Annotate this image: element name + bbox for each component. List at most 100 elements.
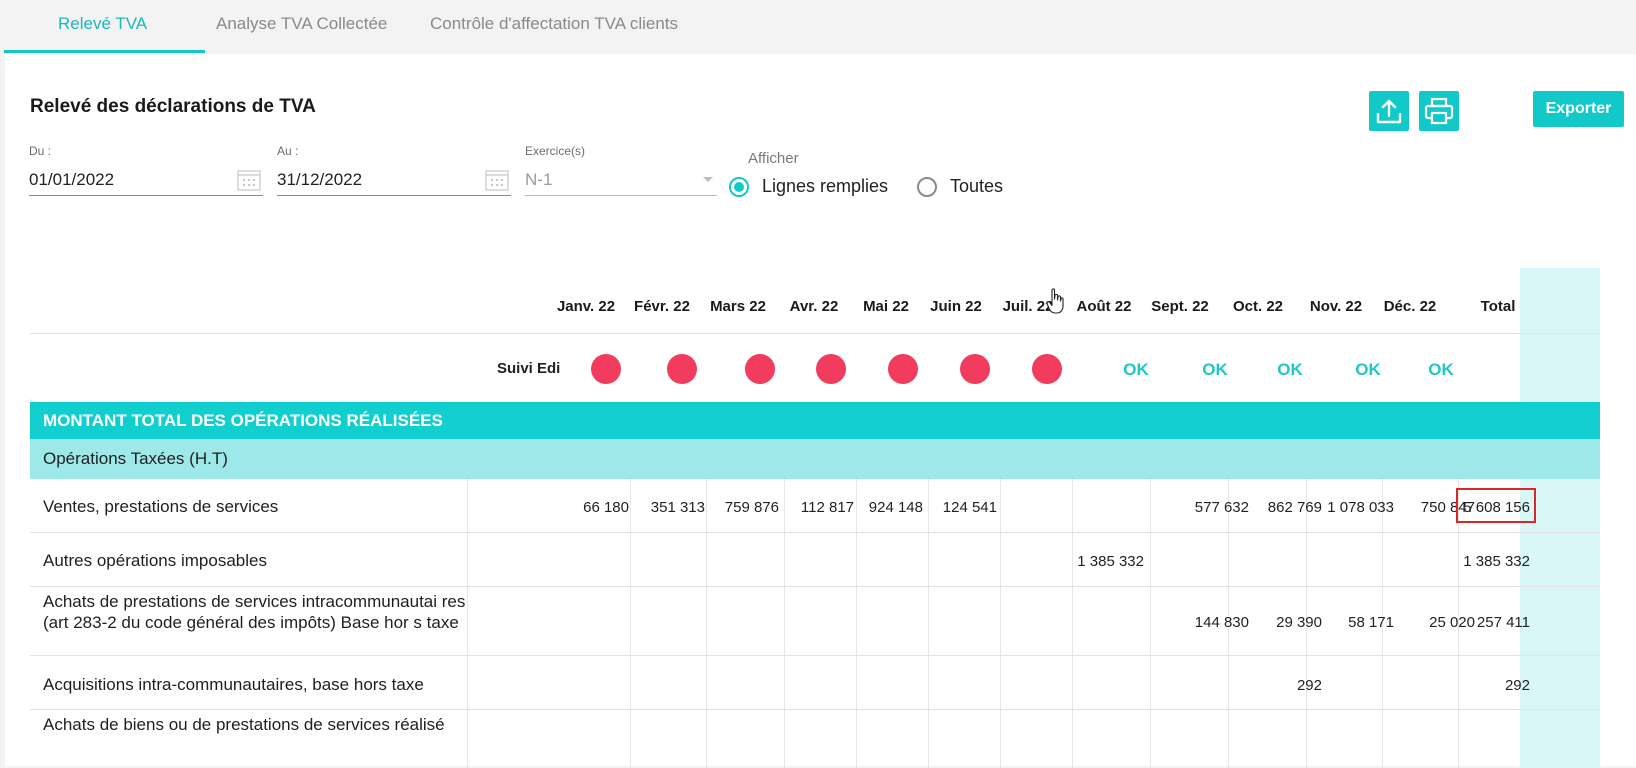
col-divider <box>1000 479 1001 768</box>
edi-error-indicator <box>667 354 697 384</box>
table-cell: 862 769 <box>1267 499 1322 516</box>
exercice-select[interactable]: N-1 <box>525 164 717 196</box>
divider <box>30 709 1600 710</box>
table-cell: 924 148 <box>868 499 923 516</box>
col-divider <box>856 479 857 768</box>
calendar-icon[interactable] <box>485 169 509 191</box>
edi-error-indicator <box>888 354 918 384</box>
export-button[interactable]: Exporter <box>1533 91 1624 127</box>
col-header-total: Total <box>1480 298 1516 315</box>
tab-analyse-tva-collectee[interactable]: Analyse TVA Collectée <box>216 14 388 33</box>
col-divider <box>1072 479 1073 768</box>
date-to-value: 31/12/2022 <box>277 169 363 189</box>
exercice-field: Exercice(s) N-1 <box>525 144 717 196</box>
date-from-label: Du : <box>29 144 52 158</box>
table-cell: 25 020 <box>1429 614 1475 631</box>
col-header: Nov. 22 <box>1309 298 1363 315</box>
upload-button[interactable] <box>1369 91 1409 131</box>
date-to-field: Au : 31/12/2022 <box>277 144 511 196</box>
table-cell-total: 257 411 <box>1476 614 1530 631</box>
radio-toutes[interactable]: Toutes <box>917 176 1003 197</box>
col-header: Janv. 22 <box>556 298 616 315</box>
table-cell-total: 1 385 332 <box>1463 553 1530 570</box>
table-cell: 58 171 <box>1348 614 1394 631</box>
col-header: Févr. 22 <box>634 298 690 315</box>
col-header: Sept. 22 <box>1151 298 1209 315</box>
row-label: Autres opérations imposables <box>43 551 267 570</box>
row-label: Achats de biens ou de prestations de ser… <box>43 715 445 734</box>
radio-toutes-label: Toutes <box>950 176 1004 196</box>
print-button[interactable] <box>1419 91 1459 131</box>
table-cell: 124 541 <box>942 499 997 516</box>
col-header: Juin 22 <box>930 298 982 315</box>
exercice-value: N-1 <box>525 169 553 189</box>
table-cell-total: 292 <box>1504 677 1530 694</box>
subsection-header: Opérations Taxées (H.T) <box>30 439 1600 479</box>
col-header: Mai 22 <box>863 298 909 315</box>
calendar-icon[interactable] <box>237 169 261 191</box>
active-tab-indicator <box>4 50 205 53</box>
edi-error-indicator <box>960 354 990 384</box>
table-cell: 351 313 <box>650 499 705 516</box>
printer-icon <box>1424 97 1454 125</box>
table-cell: 1 385 332 <box>1077 553 1144 570</box>
col-divider <box>1382 479 1383 768</box>
table-cell: 577 632 <box>1194 499 1249 516</box>
exercice-label: Exercice(s) <box>525 144 586 158</box>
col-header: Juil. 22 <box>1002 298 1054 315</box>
divider <box>30 333 1600 334</box>
date-to-label: Au : <box>277 144 299 158</box>
section-header: MONTANT TOTAL DES OPÉRATIONS RÉALISÉES <box>30 402 1600 439</box>
row-label: Achats de prestations de services intrac… <box>43 592 466 632</box>
col-header: Oct. 22 <box>1232 298 1284 315</box>
col-divider <box>784 479 785 768</box>
page-title: Relevé des déclarations de TVA <box>30 96 316 117</box>
col-header: Mars 22 <box>710 298 766 315</box>
edi-ok-status: OK <box>1123 360 1149 379</box>
table-cell: 292 <box>1296 677 1322 694</box>
table-cell: 759 876 <box>724 499 779 516</box>
col-header: Déc. 22 <box>1383 298 1437 315</box>
edi-ok-status: OK <box>1355 360 1381 379</box>
table-cell: 112 817 <box>800 499 854 516</box>
table-cell: 29 390 <box>1276 614 1322 631</box>
col-divider <box>1458 479 1459 768</box>
edi-ok-status: OK <box>1277 360 1303 379</box>
afficher-label: Afficher <box>748 150 799 167</box>
col-header: Août 22 <box>1076 298 1132 315</box>
row-label: Acquisitions intra-communautaires, base … <box>43 675 424 694</box>
radio-checked-icon <box>729 176 749 197</box>
divider <box>30 532 1600 533</box>
tab-releve-tva[interactable]: Relevé TVA <box>58 14 148 33</box>
divider <box>30 586 1600 587</box>
col-divider <box>630 479 631 768</box>
table-cell: 750 847 <box>1420 499 1475 516</box>
total-column-background <box>1520 268 1600 768</box>
col-divider <box>1150 479 1151 768</box>
tab-controle-affectation[interactable]: Contrôle d'affectation TVA clients <box>430 14 679 33</box>
highlight-box <box>1456 488 1536 523</box>
date-to-input[interactable]: 31/12/2022 <box>277 164 511 196</box>
edi-error-indicator <box>1032 354 1062 384</box>
radio-unchecked-icon <box>917 176 937 197</box>
edi-error-indicator <box>591 354 621 384</box>
col-divider <box>1306 479 1307 768</box>
table-cell: 1 078 033 <box>1327 499 1394 516</box>
radio-lignes-remplies[interactable]: Lignes remplies <box>729 176 888 197</box>
date-from-field: Du : 01/01/2022 <box>29 144 263 196</box>
edi-ok-status: OK <box>1202 360 1228 379</box>
vat-table: Janv. 22 Févr. 22 Mars 22 Avr. 22 Mai 22… <box>30 268 1605 768</box>
col-divider <box>1228 479 1229 768</box>
suivi-edi-label: Suivi Edi <box>497 360 561 377</box>
edi-error-indicator <box>816 354 846 384</box>
table-cell: 144 830 <box>1194 614 1249 631</box>
upload-icon <box>1376 99 1402 124</box>
main-card: Relevé des déclarations de TVA Exporter … <box>5 54 1636 768</box>
table-cell-total: 5 608 156 <box>1463 499 1530 516</box>
date-from-input[interactable]: 01/01/2022 <box>29 164 263 196</box>
tab-bar: Relevé TVA Analyse TVA Collectée Contrôl… <box>0 0 1636 54</box>
col-header: Avr. 22 <box>789 298 839 315</box>
table-cell: 66 180 <box>583 499 629 516</box>
col-divider <box>706 479 707 768</box>
col-divider <box>928 479 929 768</box>
